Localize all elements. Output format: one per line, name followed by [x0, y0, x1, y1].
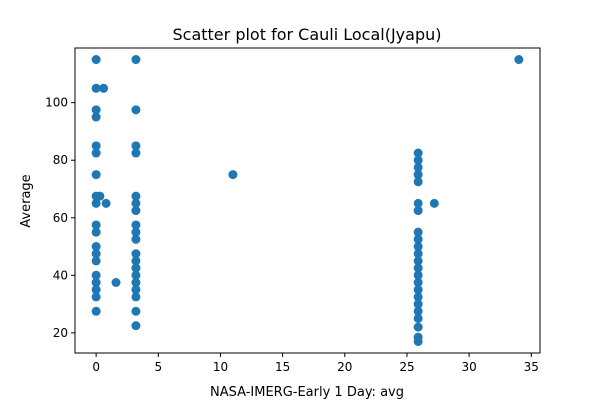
data-point [228, 170, 238, 180]
data-point [91, 227, 101, 237]
data-point [99, 83, 109, 93]
data-point [413, 242, 423, 252]
data-point [413, 263, 423, 273]
data-point [413, 177, 423, 187]
x-tick-label: 20 [337, 360, 352, 374]
data-point [101, 198, 111, 208]
data-point [131, 227, 141, 237]
data-point [131, 285, 141, 295]
data-point [514, 55, 524, 65]
data-point [91, 285, 101, 295]
x-tick-label: 10 [213, 360, 228, 374]
data-point [91, 278, 101, 288]
x-tick-label: 30 [461, 360, 476, 374]
data-point [91, 105, 101, 115]
data-point [413, 148, 423, 158]
data-point [131, 141, 141, 151]
data-point [413, 299, 423, 309]
data-point [131, 263, 141, 273]
data-point [131, 148, 141, 158]
data-point [413, 234, 423, 244]
data-point [131, 198, 141, 208]
data-point [131, 105, 141, 115]
data-point [131, 270, 141, 280]
data-point [413, 292, 423, 302]
data-point [413, 306, 423, 316]
chart-title: Scatter plot for Cauli Local(Jyapu) [173, 25, 442, 44]
data-point [413, 278, 423, 288]
x-tick-label: 35 [524, 360, 539, 374]
y-tick-label: 20 [53, 326, 68, 340]
x-tick-label: 5 [154, 360, 162, 374]
data-point [131, 278, 141, 288]
y-tick-label: 40 [53, 268, 68, 282]
axis-ticks: 0 5 10 15 20 25 30 35 20 40 60 80 100 [45, 96, 539, 374]
data-point [413, 336, 423, 346]
data-point [91, 112, 101, 122]
x-tick-label: 25 [399, 360, 414, 374]
data-point [131, 220, 141, 230]
data-point [413, 256, 423, 266]
x-tick-label: 15 [275, 360, 290, 374]
data-point [413, 198, 423, 208]
data-point [91, 220, 101, 230]
data-points [91, 55, 524, 346]
data-point [91, 55, 101, 65]
data-point [91, 256, 101, 266]
y-tick-label: 80 [53, 153, 68, 167]
y-tick-label: 100 [45, 96, 68, 110]
data-point [111, 278, 121, 288]
data-point [91, 148, 101, 158]
data-point [429, 198, 439, 208]
data-point [91, 270, 101, 280]
x-tick-label: 0 [92, 360, 100, 374]
data-point [131, 191, 141, 201]
data-point [413, 285, 423, 295]
data-point [413, 227, 423, 237]
data-point [131, 249, 141, 259]
data-point [91, 141, 101, 151]
data-point [91, 170, 101, 180]
data-point [91, 292, 101, 302]
data-point [91, 249, 101, 259]
data-point [131, 321, 141, 331]
data-point [91, 306, 101, 316]
data-point [413, 270, 423, 280]
data-point [413, 155, 423, 165]
data-point [131, 55, 141, 65]
data-point [131, 234, 141, 244]
data-point [413, 206, 423, 216]
data-point [131, 256, 141, 266]
data-point [91, 198, 101, 208]
data-point [95, 191, 105, 201]
data-point [413, 313, 423, 323]
y-axis-label: Average [19, 174, 34, 227]
plot-frame [74, 47, 541, 354]
data-point [131, 206, 141, 216]
y-tick-label: 60 [53, 211, 68, 225]
data-point [413, 249, 423, 259]
data-point [413, 162, 423, 172]
data-point [413, 170, 423, 180]
data-point [91, 83, 101, 93]
data-point [91, 242, 101, 252]
x-axis-label: NASA-IMERG-Early 1 Day: avg [210, 385, 404, 400]
data-point [131, 292, 141, 302]
data-point [413, 322, 423, 332]
data-point [131, 306, 141, 316]
